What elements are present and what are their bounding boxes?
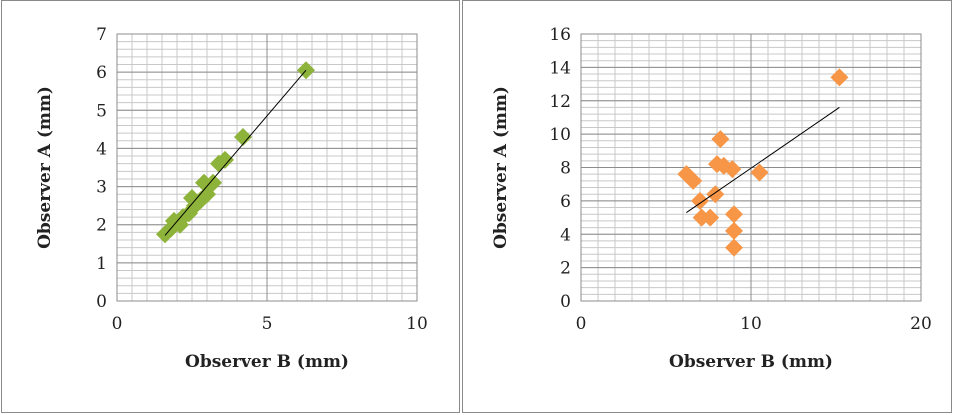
right-y-tick-label: 12 xyxy=(549,92,571,112)
right-x-axis-title: Observer B (mm) xyxy=(669,352,833,372)
right-y-tick-label: 8 xyxy=(560,159,571,179)
left-chart-panel: 0 1 2 3 4 5 6 7 0 5 10 Observer B (mm) Observer A (m… xyxy=(1,0,460,413)
left-y-tick-label: 6 xyxy=(96,63,107,83)
right-y-tick-label: 2 xyxy=(560,259,571,279)
right-y-axis-title: Observer A (mm) xyxy=(491,86,511,249)
right-y-tick-label: 0 xyxy=(560,292,571,312)
left-y-axis-title: Observer A (mm) xyxy=(35,86,55,249)
right-y-tick-label: 10 xyxy=(549,125,571,145)
left-y-tick-label: 0 xyxy=(96,292,107,312)
right-data-point xyxy=(725,221,743,240)
right-x-tick-label: 0 xyxy=(576,314,587,334)
left-data-point xyxy=(216,150,234,169)
left-y-tick-label: 7 xyxy=(96,25,107,45)
right-data-point xyxy=(691,191,709,210)
right-x-tick-label: 20 xyxy=(910,314,932,334)
right-data-point xyxy=(684,171,703,190)
left-trendline xyxy=(164,69,307,236)
right-trendline xyxy=(686,107,840,213)
right-data-point xyxy=(725,238,743,257)
right-data-point xyxy=(750,163,769,182)
left-x-tick-label: 5 xyxy=(262,314,273,334)
left-data-point xyxy=(204,173,222,192)
right-data-point xyxy=(723,160,742,179)
right-plot-area xyxy=(580,33,922,302)
right-x-tick-label: 10 xyxy=(740,314,762,334)
right-y-tick-label: 14 xyxy=(549,58,571,78)
left-y-tick-label: 1 xyxy=(96,254,107,274)
left-plot-area xyxy=(116,33,418,302)
left-y-tick-label: 4 xyxy=(96,139,107,159)
right-y-tick-label: 16 xyxy=(549,25,571,45)
right-data-point xyxy=(711,130,730,149)
left-y-tick-label: 5 xyxy=(96,101,107,121)
right-scatter-chart: 0 2 4 6 8 10 12 14 16 0 10 20 Observer B (mm) Observe… xyxy=(491,25,932,372)
right-data-point xyxy=(701,208,720,227)
left-scatter-chart: 0 1 2 3 4 5 6 7 0 5 10 Observer B (mm) Observer A (m… xyxy=(35,25,428,372)
left-data-point xyxy=(234,127,252,146)
right-y-tick-label: 4 xyxy=(560,225,571,245)
left-y-tick-label: 2 xyxy=(96,216,107,236)
left-x-tick-label: 0 xyxy=(112,314,123,334)
right-y-tick-label: 6 xyxy=(560,192,571,212)
right-data-point xyxy=(677,165,696,184)
right-data-point xyxy=(830,68,849,87)
right-chart-panel: 0 2 4 6 8 10 12 14 16 0 10 20 Observer B (mm) Observe… xyxy=(462,0,952,413)
right-data-points xyxy=(677,68,849,257)
left-x-axis-title: Observer B (mm) xyxy=(185,352,349,372)
left-x-tick-label: 10 xyxy=(406,314,428,334)
right-data-point xyxy=(725,205,743,224)
left-y-tick-label: 3 xyxy=(96,178,107,198)
